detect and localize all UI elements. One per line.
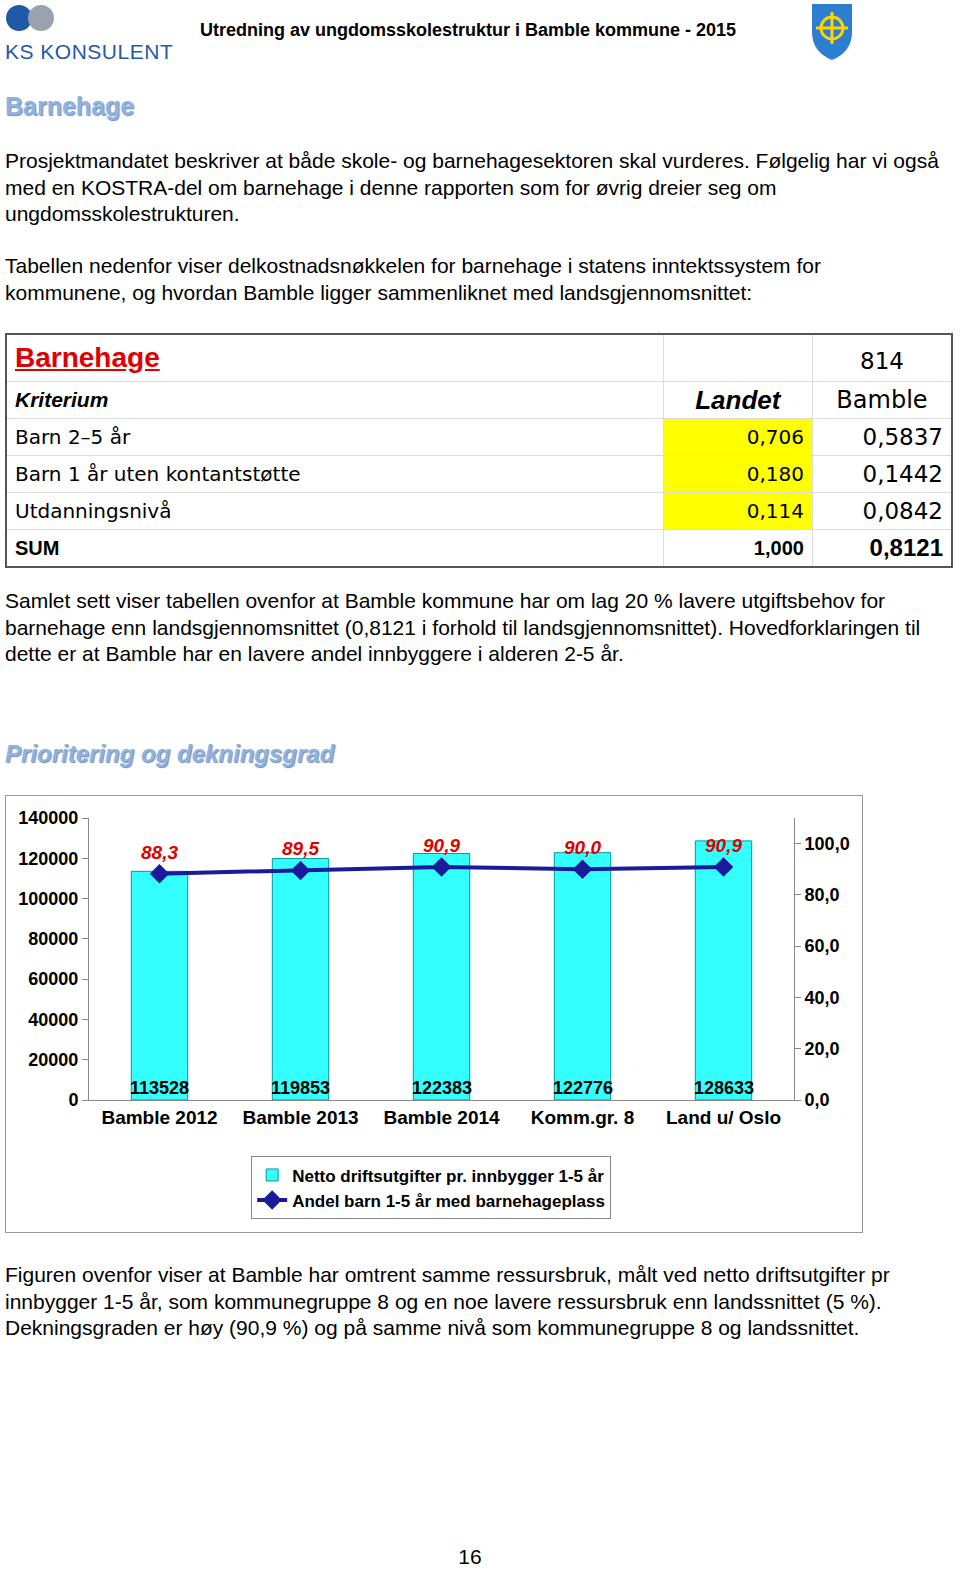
svg-text:20,0: 20,0 [805,1039,840,1059]
svg-text:89,5: 89,5 [282,838,319,859]
svg-text:Netto driftsutgifter pr. innby: Netto driftsutgifter pr. innbygger 1-5 å… [292,1167,604,1186]
html-text:0,8121: 0,8121 [869,534,943,561]
svg-text:122383: 122383 [412,1078,472,1098]
svg-text:Bamble 2014: Bamble 2014 [383,1107,500,1128]
html-text:Utredning av ungdomsskolestruk: Utredning av ungdomsskolestruktur i Bamb… [200,20,737,40]
svg-text:100000: 100000 [18,889,78,909]
html-text:Kriterium: Kriterium [15,388,109,411]
svg-text:90,9: 90,9 [705,835,742,856]
svg-text:60000: 60000 [28,969,78,989]
svg-text:0,0: 0,0 [805,1090,830,1110]
svg-text:100,0: 100,0 [805,834,850,854]
html-text:KS KONSULENT: KS KONSULENT [5,40,174,63]
html-text:Barnehage: Barnehage [5,92,135,120]
svg-text:Bamble 2012: Bamble 2012 [101,1107,217,1128]
svg-text:122776: 122776 [553,1078,613,1098]
html-text:0,1442: 0,1442 [862,461,943,487]
svg-text:20000: 20000 [28,1050,78,1070]
svg-text:140000: 140000 [18,808,78,828]
html-text:Utdanningsnivå: Utdanningsnivå [15,499,172,523]
html-text:Barn 1 år uten kontantstøtte: Barn 1 år uten kontantstøtte [15,462,301,486]
svg-text:Andel barn 1-5 år med barnehag: Andel barn 1-5 år med barnehageplass [292,1192,605,1211]
html-text:814: 814 [860,348,904,374]
html-text:Bamble: Bamble [836,386,928,414]
svg-text:Land u/ Oslo: Land u/ Oslo [666,1107,781,1128]
svg-text:120000: 120000 [18,849,78,869]
html-text:Prioritering og dekningsgrad: Prioritering og dekningsgrad [5,740,335,767]
svg-text:Bamble 2013: Bamble 2013 [242,1107,358,1128]
html-text:0,114: 0,114 [746,499,804,523]
svg-text:60,0: 60,0 [805,936,840,956]
html-text:1,000: 1,000 [753,536,804,559]
svg-text:40,0: 40,0 [805,988,840,1008]
svg-text:119853: 119853 [271,1078,330,1098]
svg-text:90,9: 90,9 [423,835,460,856]
svg-text:113528: 113528 [130,1078,189,1098]
svg-text:80000: 80000 [28,929,78,949]
html-text:0,0842: 0,0842 [862,498,943,524]
svg-text:88,3: 88,3 [141,842,178,863]
html-text:Samlet sett viser tabellen ove: Samlet sett viser tabellen ovenfor at Ba… [5,589,921,665]
html-text:Barn 2–5 år: Barn 2–5 år [15,425,131,449]
svg-text:0: 0 [68,1090,78,1110]
svg-text:Komm.gr. 8: Komm.gr. 8 [531,1107,634,1128]
html-text:Barnehage: Barnehage [15,342,160,373]
html-text:Tabellen nedenfor viser delkos: Tabellen nedenfor viser delkostnadsnøkke… [5,254,821,304]
html-text:0,180: 0,180 [746,462,804,486]
html-text:Landet: Landet [695,384,781,415]
html-text:0,5837: 0,5837 [862,424,943,450]
svg-text:90,0: 90,0 [564,837,601,858]
svg-text:128633: 128633 [694,1078,754,1098]
html-text:0,706: 0,706 [746,425,804,449]
svg-text:40000: 40000 [28,1010,78,1030]
html-text:Prosjektmandatet beskriver at: Prosjektmandatet beskriver at både skole… [5,149,939,225]
svg-text:80,0: 80,0 [805,885,840,905]
html-text:16: 16 [458,1545,482,1568]
html-text:SUM: SUM [15,536,60,559]
html-text:Figuren ovenfor viser at Bambl: Figuren ovenfor viser at Bamble har omtr… [5,1263,890,1339]
